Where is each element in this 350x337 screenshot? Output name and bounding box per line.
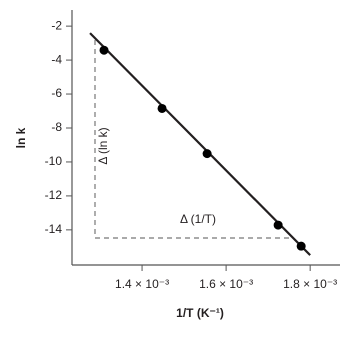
data-point <box>99 45 109 55</box>
y-tick-label: -6 <box>51 86 62 100</box>
y-tick-label: -14 <box>45 222 63 236</box>
y-tick-label: -2 <box>51 18 62 32</box>
y-tick-label: -4 <box>51 52 62 66</box>
y-tick-label: -10 <box>45 154 63 168</box>
y-tick-label: -12 <box>45 188 63 202</box>
y-axis-label: ln k <box>14 127 28 148</box>
data-point <box>202 149 212 159</box>
data-point <box>157 103 167 113</box>
x-tick-label: 1.4 × 10⁻³ <box>115 277 169 291</box>
annotation: Δ (1/T) <box>180 212 216 226</box>
data-point <box>273 220 283 230</box>
annotation: Δ (ln k) <box>96 127 110 164</box>
x-tick-label: 1.8 × 10⁻³ <box>283 277 337 291</box>
fit-line <box>89 32 311 256</box>
x-tick-label: 1.6 × 10⁻³ <box>199 277 253 291</box>
data-point <box>296 241 306 251</box>
x-axis-label: 1/T (K⁻¹) <box>176 306 224 320</box>
y-tick-label: -8 <box>51 120 62 134</box>
